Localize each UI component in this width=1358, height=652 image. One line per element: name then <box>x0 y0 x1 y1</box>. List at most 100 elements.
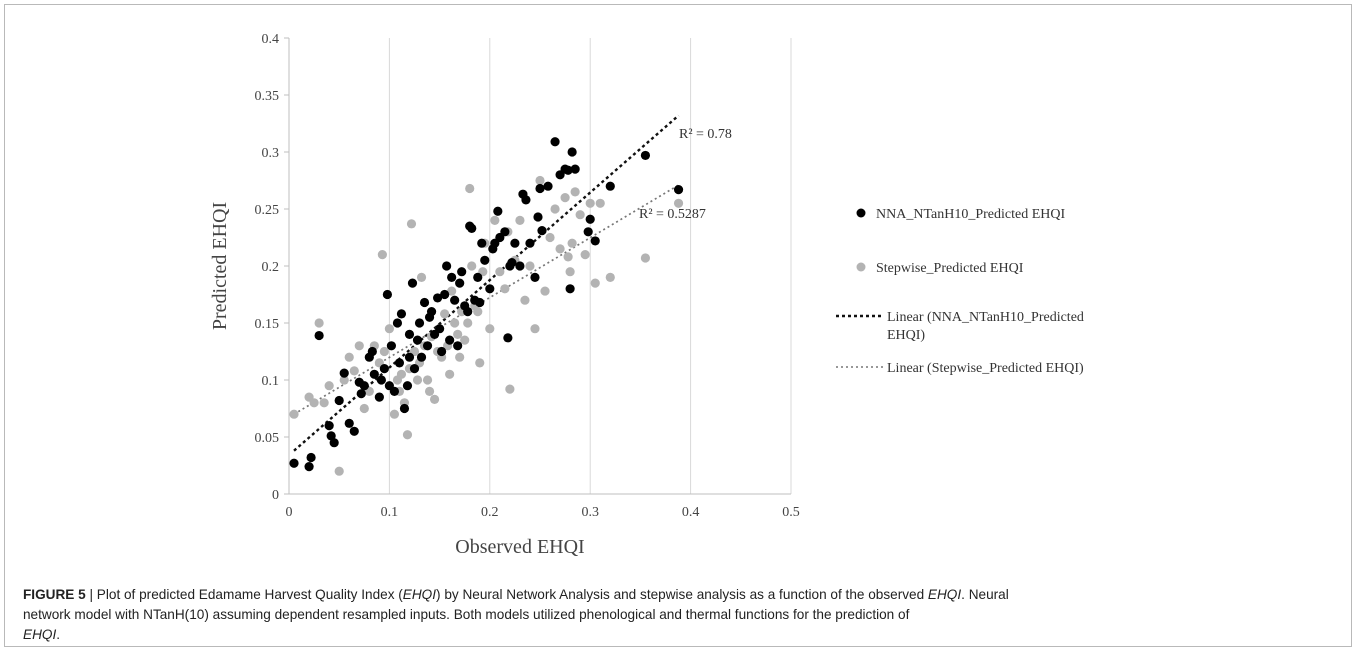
point-stepwise <box>450 318 460 328</box>
y-tick-label: 0.4 <box>262 32 280 47</box>
point-stepwise <box>349 366 359 376</box>
point-stepwise <box>453 329 463 339</box>
point-nna <box>507 257 517 268</box>
point-nna <box>359 381 369 391</box>
point-nna <box>432 293 443 303</box>
point-stepwise <box>475 358 485 368</box>
y-tick-label: 0.3 <box>262 146 280 161</box>
y-tick-label: 0.2 <box>262 260 280 275</box>
point-stepwise <box>289 409 299 419</box>
point-stepwise <box>455 352 465 362</box>
point-stepwise <box>445 369 455 379</box>
point-nna <box>407 278 418 288</box>
point-stepwise <box>505 384 515 394</box>
point-nna <box>537 226 547 236</box>
point-stepwise <box>424 386 435 396</box>
point-nna <box>583 227 593 237</box>
point-stepwise <box>550 204 560 214</box>
point-nna <box>503 333 513 343</box>
x-tick-label: 0.3 <box>581 505 599 520</box>
point-nna <box>567 147 577 157</box>
point-nna <box>329 438 339 448</box>
x-tick-label: 0.4 <box>682 505 700 520</box>
point-nna <box>480 255 490 265</box>
point-stepwise <box>545 232 555 243</box>
y-tick-label: 0.35 <box>255 89 280 104</box>
point-stepwise <box>354 341 364 351</box>
point-nna <box>409 364 420 374</box>
point-nna <box>356 389 366 399</box>
point-stepwise <box>460 335 470 345</box>
y-tick-labels: 0 0.05 0.1 0.15 0.2 0.25 0.3 0.35 0.4 <box>255 32 280 503</box>
point-nna <box>379 364 389 374</box>
caption-label: FIGURE 5 <box>23 587 86 602</box>
y-axis-label: Predicted EHQI <box>209 202 231 330</box>
point-stepwise <box>447 286 457 296</box>
point-stepwise <box>440 309 450 319</box>
legend-marker-stepwise <box>856 262 866 272</box>
point-nna <box>500 227 510 237</box>
legend-label-stepwise: Stepwise_Predicted EHQI <box>876 261 1024 276</box>
point-nna <box>485 284 495 294</box>
point-stepwise <box>640 253 651 263</box>
point-stepwise <box>525 261 535 271</box>
trendlines <box>293 114 680 452</box>
figure-caption: FIGURE 5 | Plot of predicted Edamame Har… <box>23 585 1343 645</box>
point-nna <box>392 318 403 328</box>
point-nna <box>324 421 334 431</box>
point-nna <box>419 297 430 308</box>
point-stepwise <box>319 398 329 408</box>
point-nna <box>334 395 344 406</box>
point-nna <box>306 452 316 463</box>
point-nna <box>445 335 455 345</box>
point-nna <box>510 238 520 248</box>
point-nna <box>525 238 535 248</box>
point-stepwise <box>463 318 473 328</box>
point-stepwise <box>467 261 477 271</box>
point-stepwise <box>560 193 570 203</box>
point-stepwise <box>563 252 573 262</box>
point-nna <box>475 297 485 308</box>
caption-italic: EHQI <box>23 627 57 642</box>
x-axis-label: Observed EHQI <box>455 536 584 558</box>
point-nna <box>463 307 473 317</box>
point-stepwise <box>473 307 483 317</box>
point-nna <box>399 403 410 414</box>
point-nna <box>416 352 427 362</box>
point-nna <box>563 165 573 175</box>
point-nna <box>374 392 384 402</box>
legend-label-linear-stepwise: Linear (Stepwise_Predicted EHQI) <box>887 361 1084 376</box>
point-nna <box>412 335 423 345</box>
point-stepwise <box>605 272 615 282</box>
caption-text: Plot of predicted Edamame Harvest Qualit… <box>96 587 403 602</box>
point-stepwise <box>580 250 590 260</box>
y-tick-label: 0 <box>272 488 279 503</box>
caption-italic: EHQI <box>402 587 437 602</box>
x-tick-label: 0 <box>286 505 293 520</box>
point-nna <box>447 272 457 282</box>
point-nna <box>389 386 400 396</box>
point-stepwise <box>575 210 585 220</box>
grid-lines <box>388 38 792 494</box>
point-stepwise <box>314 318 324 328</box>
point-nna <box>521 195 531 205</box>
point-nna <box>543 181 553 191</box>
x-tick-label: 0.1 <box>381 505 399 520</box>
point-stepwise <box>567 238 577 248</box>
point-stepwise <box>377 250 387 260</box>
point-stepwise <box>406 219 417 229</box>
x-tick-labels: 0 0.1 0.2 0.3 0.4 0.5 <box>286 505 800 520</box>
caption-text: . <box>56 627 61 642</box>
point-stepwise <box>540 286 550 296</box>
point-stepwise <box>530 324 540 334</box>
caption-text: network model with NTanH(10) assuming de… <box>23 607 910 622</box>
point-stepwise <box>570 187 580 197</box>
point-nna <box>585 214 595 224</box>
caption-separator: | <box>85 587 97 602</box>
point-nna <box>442 261 452 271</box>
point-stepwise <box>495 267 505 277</box>
point-nna <box>590 236 600 246</box>
point-nna <box>565 284 575 294</box>
figure-frame: 0 0.05 0.1 0.15 0.2 0.25 0.3 0.35 0.4 0 0.1 0.2 0.3… <box>4 4 1352 647</box>
point-nna <box>640 150 651 161</box>
